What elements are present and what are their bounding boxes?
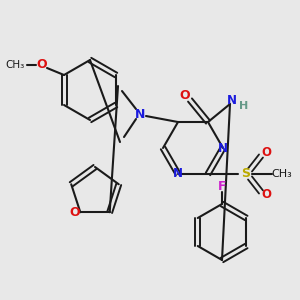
Text: O: O	[37, 58, 47, 71]
Text: S: S	[242, 167, 250, 181]
Text: O: O	[180, 88, 190, 101]
Text: N: N	[218, 142, 228, 154]
Text: N: N	[135, 107, 145, 121]
Text: O: O	[69, 206, 80, 219]
Text: O: O	[261, 188, 271, 202]
Text: O: O	[261, 146, 271, 160]
Text: N: N	[227, 94, 237, 106]
Text: H: H	[239, 101, 249, 111]
Text: CH₃: CH₃	[272, 169, 292, 179]
Text: F: F	[218, 179, 226, 193]
Text: CH₃: CH₃	[5, 60, 25, 70]
Text: N: N	[173, 167, 183, 181]
